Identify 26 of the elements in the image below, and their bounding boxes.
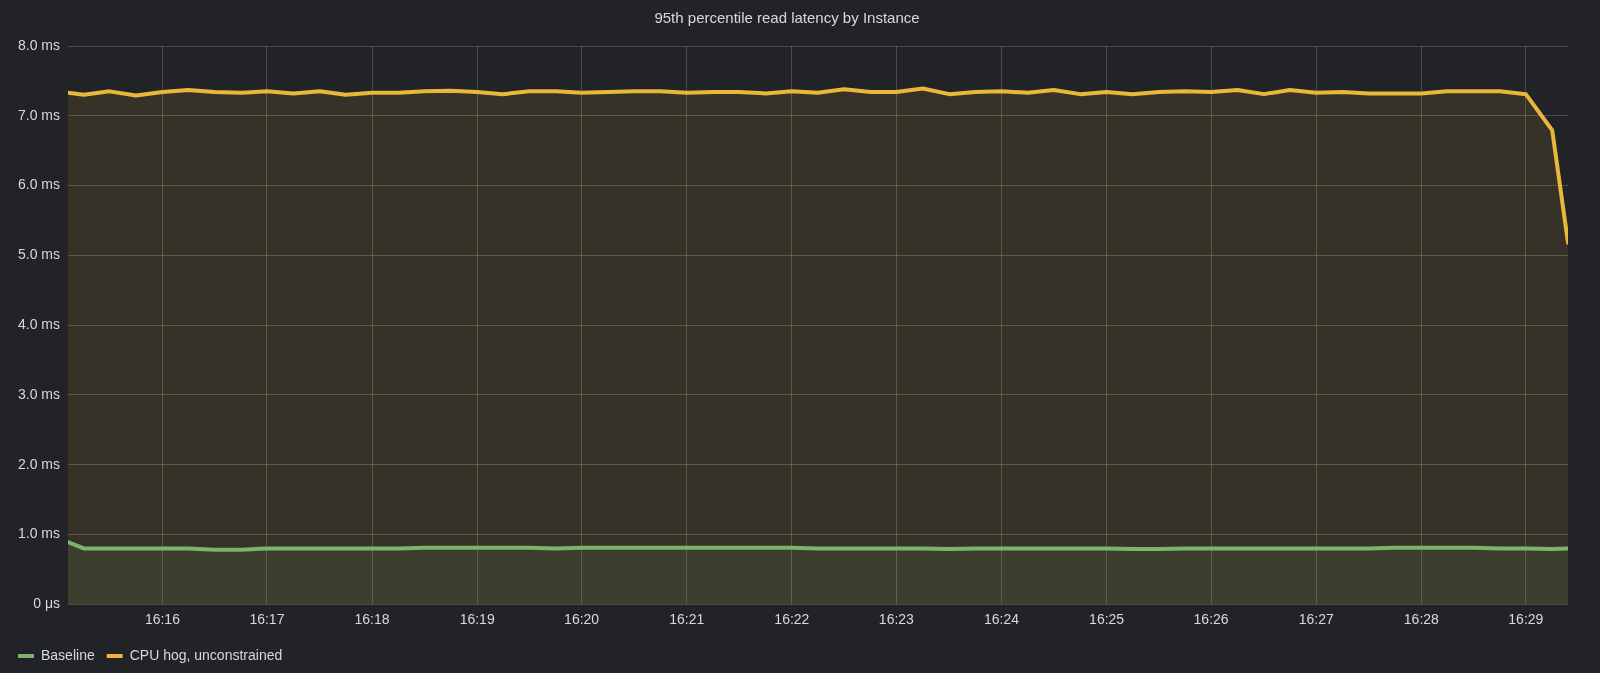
y-tick-label: 2.0 ms xyxy=(17,455,60,472)
y-tick-label: 3.0 ms xyxy=(17,385,60,402)
x-tick-label: 16:24 xyxy=(983,611,1020,628)
y-tick-label: 4.0 ms xyxy=(17,315,60,332)
y-tick-label: 8.0 ms xyxy=(17,36,60,53)
legend-label: Baseline xyxy=(41,646,95,663)
chart-title: 95th percentile read latency by Instance xyxy=(654,9,920,27)
x-tick-label: 16:16 xyxy=(144,611,181,628)
x-tick-label: 16:19 xyxy=(459,611,495,628)
x-tick-label: 16:18 xyxy=(354,611,390,628)
y-tick-label: 1.0 ms xyxy=(17,525,60,542)
x-tick-label: 16:27 xyxy=(1298,611,1334,628)
x-tick-label: 16:29 xyxy=(1508,611,1544,628)
x-tick-label: 16:23 xyxy=(878,611,915,628)
legend-label: CPU hog, unconstrained xyxy=(129,646,283,663)
x-tick-label: 16:17 xyxy=(249,611,285,628)
x-tick-label: 16:20 xyxy=(564,611,600,628)
y-tick-label: 6.0 ms xyxy=(17,176,60,193)
x-tick-label: 16:28 xyxy=(1403,611,1440,628)
x-tick-label: 16:25 xyxy=(1089,611,1125,628)
y-tick-label: 5.0 ms xyxy=(17,246,60,263)
x-tick-label: 16:22 xyxy=(774,611,810,628)
x-tick-label: 16:26 xyxy=(1193,611,1229,628)
y-tick-label: 0 μs xyxy=(33,595,60,612)
y-tick-label: 7.0 ms xyxy=(17,106,60,123)
x-tick-label: 16:21 xyxy=(669,611,705,628)
